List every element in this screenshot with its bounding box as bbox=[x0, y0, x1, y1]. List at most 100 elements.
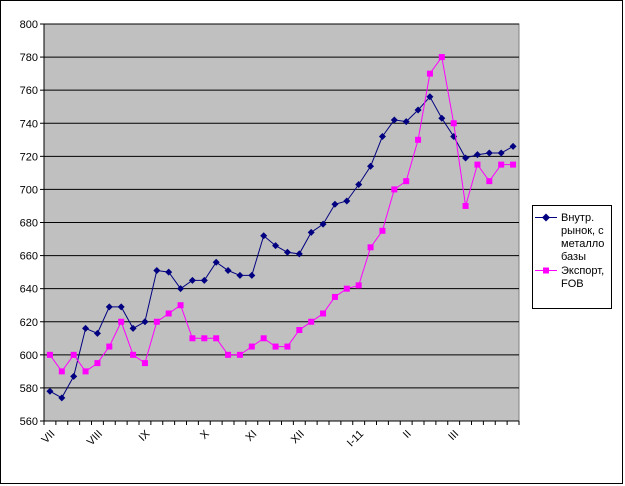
data-point-1 bbox=[58, 368, 65, 375]
data-point-0 bbox=[473, 151, 481, 159]
data-point-0 bbox=[129, 324, 137, 332]
y-tick-label: 740 bbox=[20, 118, 38, 130]
data-point-0 bbox=[165, 268, 173, 276]
data-point-0 bbox=[390, 116, 398, 124]
data-point-1 bbox=[331, 293, 338, 300]
data-point-0 bbox=[224, 266, 232, 274]
data-point-0 bbox=[283, 248, 291, 256]
data-point-1 bbox=[498, 161, 505, 168]
legend-sample-export bbox=[535, 267, 557, 274]
data-point-1 bbox=[236, 351, 243, 358]
data-point-0 bbox=[295, 250, 303, 258]
x-tick-label: X bbox=[198, 428, 212, 442]
legend-label-domestic: Внутр. рынок, с металло базы bbox=[561, 212, 605, 263]
data-point-0 bbox=[188, 276, 196, 284]
data-point-1 bbox=[260, 335, 267, 342]
data-point-0 bbox=[509, 142, 517, 150]
x-tick-label: II bbox=[401, 428, 414, 441]
data-point-1 bbox=[272, 343, 279, 350]
data-point-1 bbox=[403, 178, 410, 185]
y-tick-label: 680 bbox=[20, 218, 38, 230]
data-point-1 bbox=[415, 136, 422, 143]
data-point-0 bbox=[212, 258, 220, 266]
data-point-1 bbox=[510, 161, 517, 168]
legend-label-export: Экспорт, FOB bbox=[561, 265, 605, 290]
data-point-1 bbox=[474, 161, 481, 168]
x-tick-label: VII bbox=[40, 428, 58, 446]
series-line-1 bbox=[49, 55, 514, 373]
data-point-1 bbox=[367, 244, 374, 251]
x-tick-label: XI bbox=[244, 428, 260, 444]
data-point-0 bbox=[378, 132, 386, 140]
data-point-1 bbox=[320, 310, 327, 317]
x-tick-label: XII bbox=[289, 428, 307, 446]
data-point-1 bbox=[46, 351, 53, 358]
x-tick-label: III bbox=[446, 428, 461, 443]
x-tick-label: VIII bbox=[85, 428, 105, 448]
data-point-0 bbox=[414, 106, 422, 114]
data-point-1 bbox=[355, 282, 362, 289]
data-point-0 bbox=[462, 154, 470, 162]
data-point-1 bbox=[165, 310, 172, 317]
data-point-1 bbox=[391, 186, 398, 193]
x-tick-label: IX bbox=[137, 428, 153, 444]
data-point-1 bbox=[284, 343, 291, 350]
data-point-0 bbox=[319, 220, 327, 228]
y-tick-label: 700 bbox=[20, 184, 38, 196]
data-point-1 bbox=[94, 360, 101, 367]
data-point-0 bbox=[367, 162, 375, 170]
data-point-0 bbox=[93, 329, 101, 337]
data-point-0 bbox=[236, 271, 244, 279]
data-point-1 bbox=[438, 54, 445, 61]
data-point-0 bbox=[438, 114, 446, 122]
data-point-0 bbox=[177, 285, 185, 293]
data-point-1 bbox=[486, 178, 493, 185]
data-point-0 bbox=[402, 118, 410, 126]
y-tick-label: 640 bbox=[20, 284, 38, 296]
y-tick-label: 620 bbox=[20, 317, 38, 329]
data-point-1 bbox=[70, 351, 77, 358]
y-tick-label: 720 bbox=[20, 151, 38, 163]
legend: Внутр. рынок, с металло базы Экспорт, FO… bbox=[532, 205, 612, 309]
data-point-1 bbox=[201, 335, 208, 342]
data-point-1 bbox=[343, 285, 350, 292]
data-point-1 bbox=[450, 120, 457, 127]
data-point-1 bbox=[189, 335, 196, 342]
data-point-1 bbox=[308, 318, 315, 325]
data-point-0 bbox=[331, 200, 339, 208]
data-point-0 bbox=[260, 232, 268, 240]
y-tick-label: 760 bbox=[20, 85, 38, 97]
y-tick-label: 780 bbox=[20, 52, 38, 64]
data-point-1 bbox=[177, 302, 184, 309]
data-point-0 bbox=[355, 180, 363, 188]
data-point-1 bbox=[296, 327, 303, 334]
data-point-0 bbox=[307, 228, 315, 236]
series-line-0 bbox=[49, 95, 514, 399]
data-point-0 bbox=[248, 271, 256, 279]
data-point-0 bbox=[105, 303, 113, 311]
data-point-0 bbox=[426, 93, 434, 101]
data-point-0 bbox=[58, 394, 66, 402]
x-tick-label: I-11 bbox=[345, 428, 366, 449]
data-point-1 bbox=[106, 343, 113, 350]
y-tick-label: 580 bbox=[20, 383, 38, 395]
data-point-1 bbox=[82, 368, 89, 375]
data-point-1 bbox=[118, 318, 125, 325]
data-point-1 bbox=[130, 351, 137, 358]
data-point-0 bbox=[272, 242, 280, 250]
data-point-0 bbox=[70, 372, 78, 380]
data-point-0 bbox=[117, 303, 125, 311]
data-point-1 bbox=[141, 360, 148, 367]
y-tick-label: 660 bbox=[20, 251, 38, 263]
y-tick-label: 600 bbox=[20, 350, 38, 362]
data-point-1 bbox=[225, 351, 232, 358]
data-point-0 bbox=[343, 197, 351, 205]
y-tick-label: 800 bbox=[20, 19, 38, 31]
data-point-1 bbox=[379, 227, 386, 234]
y-tick-label: 560 bbox=[20, 416, 38, 428]
data-point-0 bbox=[200, 276, 208, 284]
data-point-0 bbox=[497, 149, 505, 157]
data-point-0 bbox=[153, 266, 161, 274]
data-point-1 bbox=[426, 70, 433, 77]
